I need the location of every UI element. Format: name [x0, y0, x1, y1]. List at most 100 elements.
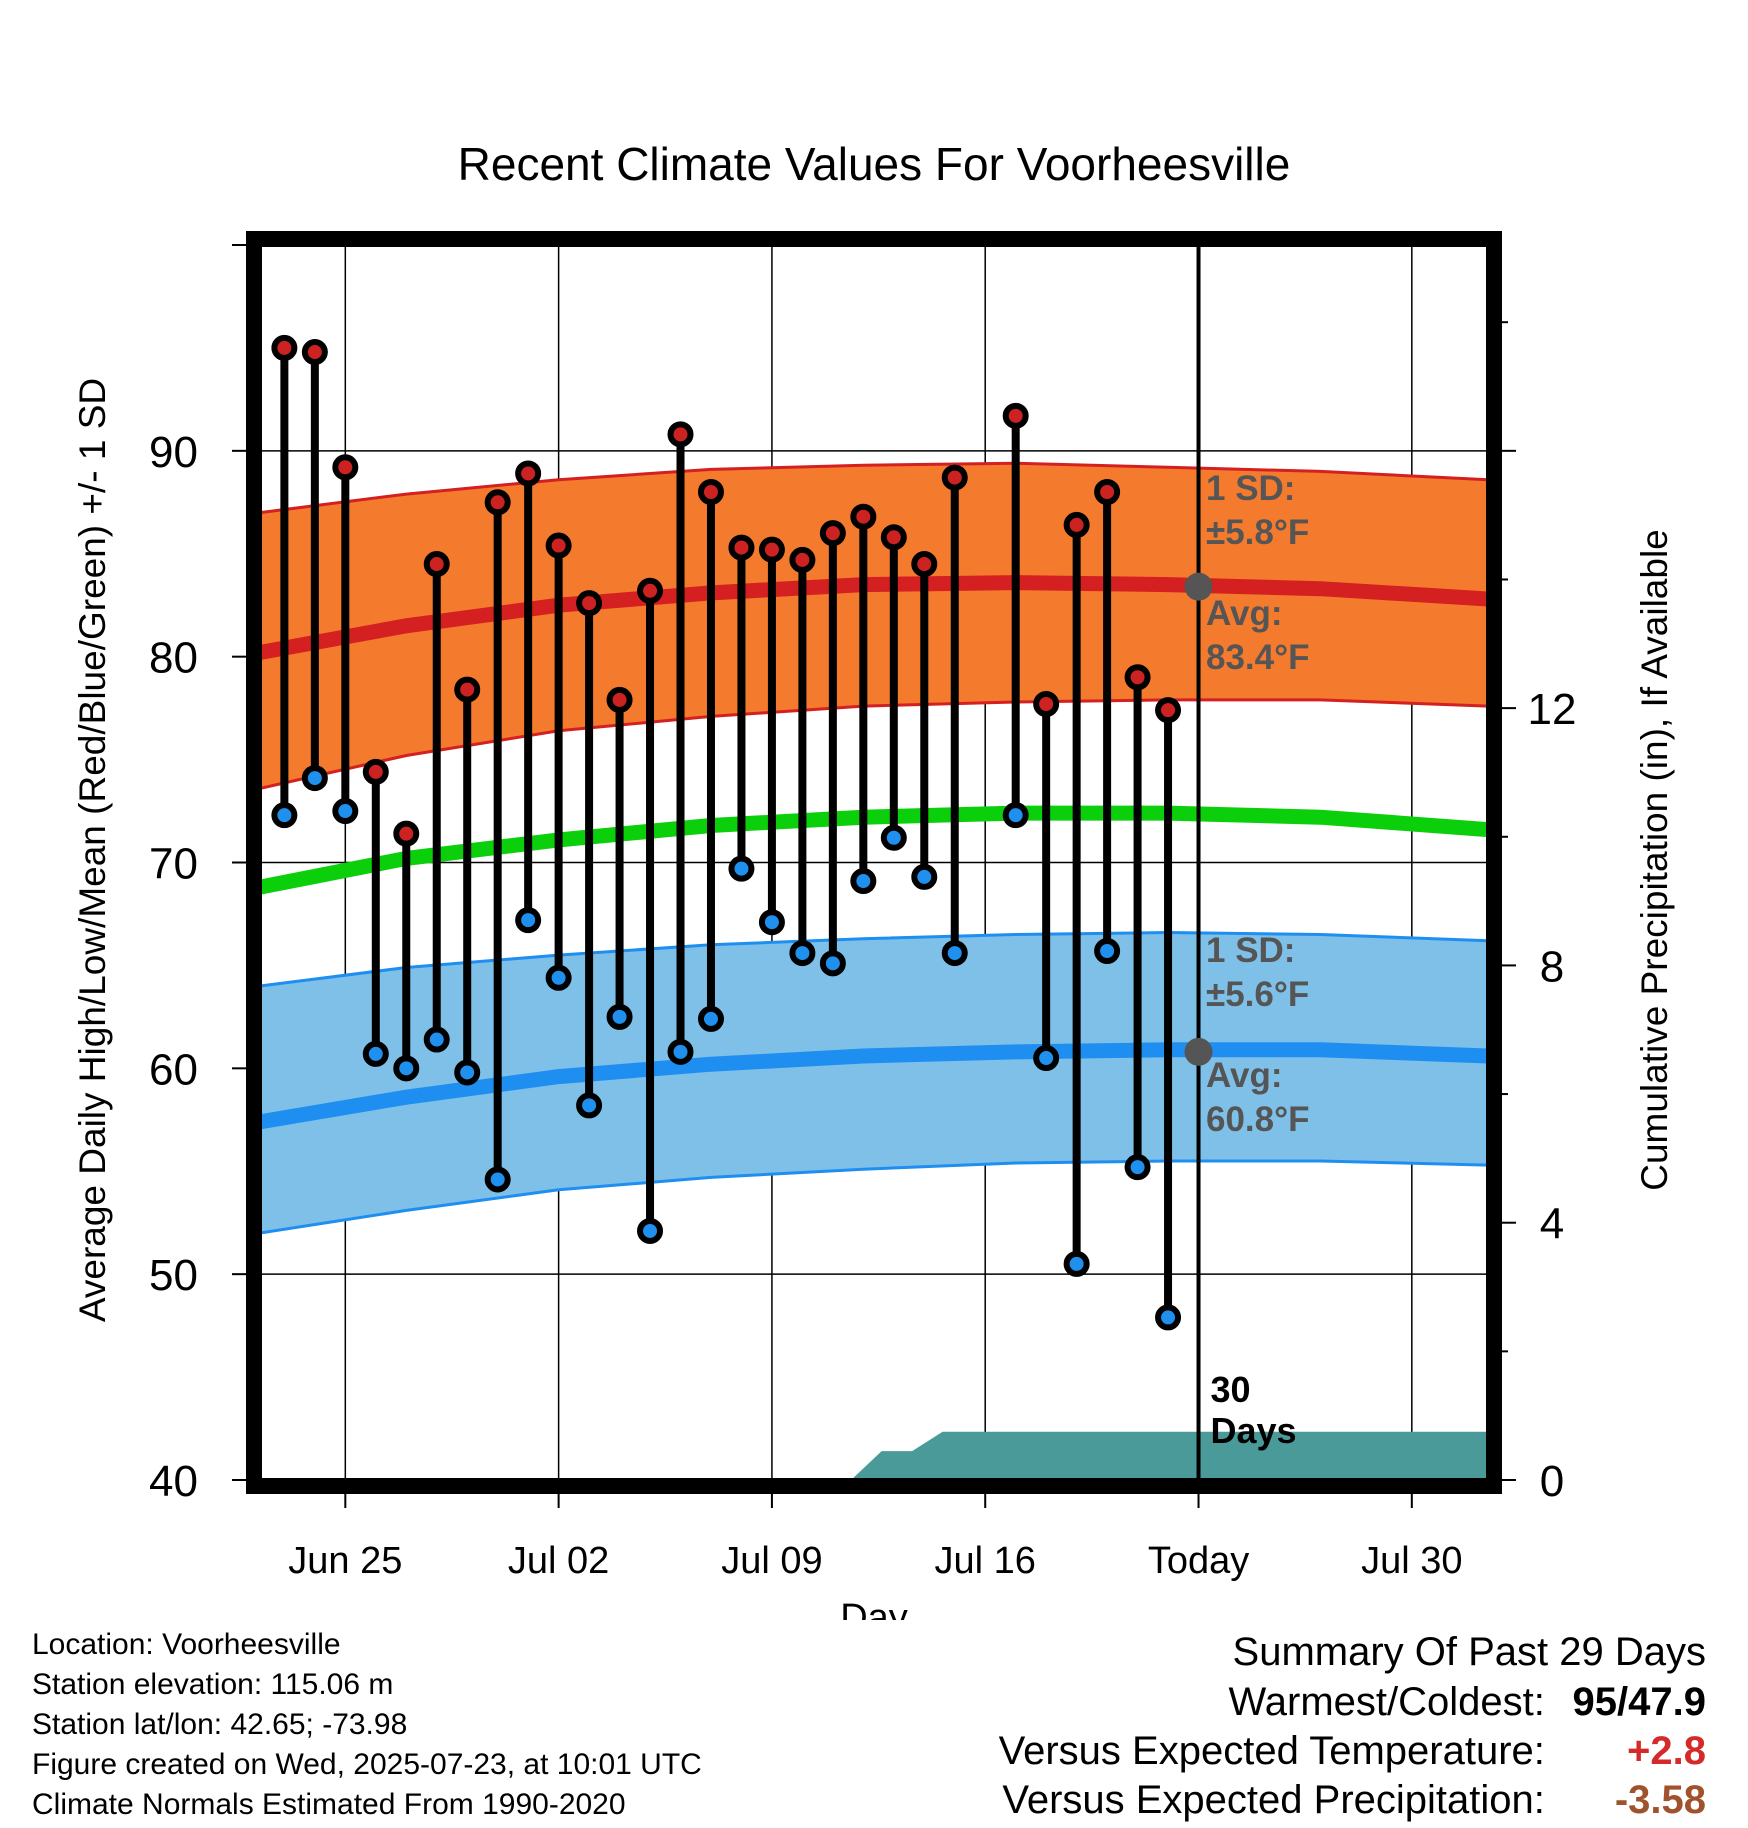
precip-area [851, 1431, 1488, 1480]
high-upper-edge [260, 461, 1488, 515]
observed-low-point [332, 798, 359, 825]
observed-high-point [637, 577, 664, 604]
high-sd-annotation-line1: 1 SD: [1206, 469, 1295, 508]
y-axis-label: Average Daily High/Low/Mean (Red/Blue/Gr… [72, 378, 113, 1322]
x-tick-label: Jul 09 [721, 1540, 822, 1582]
low-avg-annotation-line2: 60.8°F [1206, 1100, 1310, 1139]
observed-low-point [423, 1026, 450, 1053]
observed-high-point [697, 479, 724, 505]
low-avg-annotation-line1: Avg: [1206, 1056, 1282, 1095]
observed-high-point [454, 676, 481, 703]
observed-high-point [911, 551, 938, 578]
low-lower-edge [260, 1159, 1488, 1235]
warmest-coldest-row: Warmest/Coldest: 95/47.9 [999, 1678, 1707, 1727]
observed-low-point [728, 855, 755, 882]
y-tick-label: 90 [149, 428, 198, 477]
observed-high-point [1002, 402, 1029, 429]
y2-axis-label: Cumulative Precipitation (in), If Availa… [1634, 529, 1675, 1191]
today-count-label: 30 [1211, 1369, 1251, 1410]
observed-low-point [850, 868, 877, 895]
station-info: Location: Voorheesville Station elevatio… [32, 1625, 702, 1825]
observed-low-point [1155, 1304, 1182, 1331]
precip-anomaly-label: Versus Expected Precipitation: [1002, 1778, 1545, 1822]
observed-high-point [667, 421, 694, 448]
y-tick-label: 80 [149, 634, 198, 683]
observed-low-point [819, 950, 846, 977]
x-tick-label: Jul 30 [1361, 1540, 1462, 1582]
observed-high-point [941, 464, 968, 491]
high-avg-annotation-line1: Avg: [1206, 594, 1282, 633]
x-tick-label: Jul 16 [935, 1540, 1036, 1582]
observed-high-point [484, 489, 511, 516]
warmest-coldest-value: 95/47.9 [1572, 1680, 1706, 1724]
observed-high-point [301, 339, 328, 366]
low-sd-band [260, 932, 1488, 1233]
observed-high-point [1063, 511, 1090, 538]
high-avg-dot [1184, 572, 1213, 601]
observed-high-point [515, 460, 542, 487]
low-normal-line [260, 1042, 1488, 1130]
observed-low-point [393, 1055, 420, 1082]
observed-high-point [758, 536, 785, 563]
observed-high-point [393, 820, 420, 847]
observed-high-point [789, 546, 816, 573]
observed-high-point [880, 524, 907, 551]
observed-low-point [1094, 938, 1121, 965]
low-sd-annotation-line2: ±5.6°F [1206, 975, 1309, 1014]
observed-low-point [301, 765, 328, 792]
observed-low-point [911, 863, 938, 890]
plot-frame [246, 231, 1502, 1494]
low-sd-annotation-line1: 1 SD: [1206, 931, 1295, 970]
x-tick-label: Jun 25 [288, 1540, 402, 1582]
low-upper-edge [260, 930, 1488, 988]
observed-low-point [941, 940, 968, 967]
y-tick-label: 40 [149, 1457, 198, 1506]
x-tick-label: Jul 02 [508, 1540, 609, 1582]
precip-anomaly-row: Versus Expected Precipitation: -3.58 [999, 1776, 1706, 1825]
location-text: Location: Voorheesville [32, 1628, 341, 1661]
observed-low-point [1002, 802, 1029, 829]
observed-high-point [850, 503, 877, 530]
normals-text: Climate Normals Estimated From 1990-2020 [32, 1788, 626, 1821]
observed-low-point [697, 1005, 724, 1032]
observed-high-point [362, 758, 389, 785]
latlon-text: Station lat/lon: 42.65; -73.98 [32, 1708, 408, 1741]
high-sd-annotation-line2: ±5.8°F [1206, 513, 1309, 552]
created-text: Figure created on Wed, 2025-07-23, at 10… [32, 1748, 702, 1781]
observed-high-point [1155, 697, 1182, 724]
y-tick-label: 70 [149, 840, 198, 889]
high-avg-annotation-line2: 83.4°F [1206, 638, 1310, 677]
today-days-label: Days [1211, 1410, 1297, 1451]
observed-low-point [362, 1040, 389, 1067]
y-tick-label: 50 [149, 1251, 198, 1300]
observed-low-point [1063, 1250, 1090, 1277]
temp-anomaly-value: +2.8 [1627, 1729, 1706, 1773]
observed-high-point [271, 334, 298, 361]
y-tick-label: 60 [149, 1045, 198, 1094]
elevation-text: Station elevation: 115.06 m [32, 1668, 394, 1701]
observed-low-point [1033, 1045, 1060, 1072]
observed-high-point [576, 590, 603, 617]
observed-high-point [728, 534, 755, 561]
observed-high-point [1033, 691, 1060, 718]
y2-tick-label: 8 [1540, 942, 1564, 991]
y2-tick-label: 0 [1540, 1457, 1564, 1506]
observed-low-point [454, 1059, 481, 1086]
observed-high-point [545, 532, 572, 559]
observed-low-point [789, 940, 816, 967]
y2-tick-label: 4 [1540, 1200, 1564, 1249]
low-avg-dot [1184, 1037, 1213, 1066]
chart-title: Recent Climate Values For Voorheesville [458, 138, 1291, 190]
observed-high-point [332, 454, 359, 481]
observed-low-point [545, 964, 572, 991]
summary-heading: Summary Of Past 29 Days [1232, 1630, 1706, 1674]
observed-low-point [880, 824, 907, 851]
precip-anomaly-value: -3.58 [1614, 1778, 1706, 1822]
summary-panel: Summary Of Past 29 Days Warmest/Coldest:… [999, 1626, 1706, 1825]
climate-chart: Recent Climate Values For Voorheesville … [72, 138, 1675, 1620]
observed-low-point [515, 907, 542, 934]
x-tick-label: Today [1148, 1540, 1249, 1582]
observed-low-point [667, 1038, 694, 1065]
